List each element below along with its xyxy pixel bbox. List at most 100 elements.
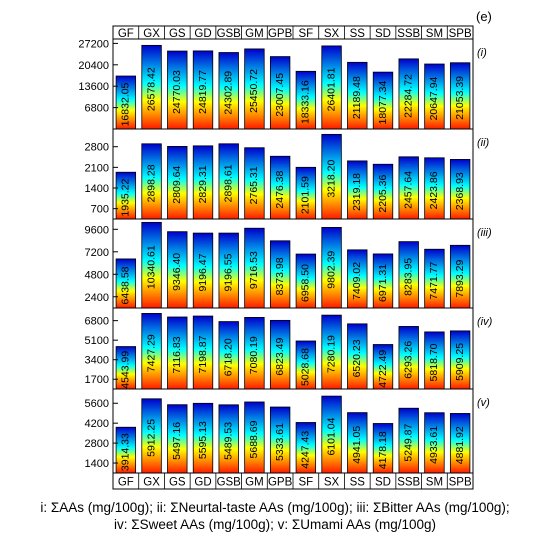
bar-value-label: 24819.77 (197, 70, 209, 114)
y-tick-label: 2400 (85, 292, 109, 304)
y-tick-label: 13600 (78, 81, 109, 93)
bar-value-label: 1935.22 (120, 178, 132, 216)
bar-value-label: 6293.26 (402, 341, 414, 379)
category-label: GS (169, 28, 186, 40)
bar-value-label: 6971.31 (377, 264, 389, 302)
bar-value-label: 2829.31 (197, 165, 209, 203)
panel-label: (ii) (477, 137, 490, 149)
figure-label: (e) (476, 9, 492, 24)
caption-line-1: i: ΣAAs (mg/100g); ii: ΣNeurtal-taste AA… (40, 500, 510, 515)
bar-value-label: 2765.31 (248, 166, 260, 204)
bar-value-label: 2423.86 (428, 171, 440, 209)
y-tick-label: 1700 (85, 374, 109, 386)
y-tick-label: 5100 (85, 335, 109, 347)
bar-value-label: 18333.16 (300, 80, 312, 124)
panel-label: (v) (477, 397, 490, 409)
bar-value-label: 3914.33 (120, 433, 132, 471)
category-label: GM (245, 28, 264, 40)
y-tick-label: 3400 (85, 355, 109, 367)
bar-value-label: 2898.61 (222, 164, 234, 202)
bar-value-label: 4881.92 (454, 426, 466, 464)
category-label: SSB (397, 28, 420, 40)
category-label: SM (426, 477, 443, 489)
bar-value-label: 5688.69 (248, 420, 260, 458)
bar-value-label: 6438.58 (120, 266, 132, 304)
y-tick-label: 5600 (85, 398, 109, 410)
bar-value-label: 7080.19 (248, 336, 260, 374)
panels-group: 16832.05 26578.42 24770.03 24819.77 24302.89… (78, 38, 493, 474)
bar-value-label: 9196.47 (197, 253, 209, 291)
category-label: SF (299, 477, 314, 489)
y-tick-label: 7200 (85, 247, 109, 259)
category-label: SPB (449, 28, 472, 40)
bar-value-label: 9716.53 (248, 251, 260, 289)
bar-value-label: 22284.72 (402, 74, 414, 118)
panel-label: (iv) (477, 316, 493, 328)
bar-value-label: 2368.93 (454, 172, 466, 210)
category-label: GPB (268, 28, 293, 40)
y-tick-label: 6800 (85, 316, 109, 328)
bar-value-label: 2809.64 (171, 166, 183, 204)
bar-value-label: 7471.77 (428, 261, 440, 299)
bar-value-label: 5912.25 (145, 419, 157, 457)
y-tick-label: 27200 (78, 38, 109, 50)
panel-2: 1935.22 2898.28 2809.64 2829.31 2898.61 2765.… (85, 128, 490, 220)
category-label: GPB (268, 477, 293, 489)
y-tick-label: 4800 (85, 269, 109, 281)
category-label: GS (169, 477, 186, 489)
bar-value-label: 4941.05 (351, 426, 363, 464)
panel-label: (iii) (477, 227, 492, 239)
bar-value-label: 7427.29 (145, 334, 157, 372)
panel-1: 16832.05 26578.42 24770.03 24819.77 24302.89… (78, 38, 487, 130)
category-label: SD (375, 477, 391, 489)
bottom-category-row: GF GX GS GD GSB GM GPB SF SX SS SD SSB SM SPB (112, 472, 474, 490)
bar-value-label: 5249.87 (402, 423, 414, 461)
bar-value-label: 8283.95 (402, 258, 414, 296)
panel-frame (112, 128, 474, 220)
category-label: GM (245, 477, 264, 489)
panel-5: 3914.33 5912.25 5497.16 5595.13 5489.53 5688.… (85, 388, 490, 474)
bar-value-label: 4722.49 (377, 350, 389, 388)
bar-value-label: 4543.99 (120, 351, 132, 389)
bar-value-label: 6101.04 (325, 417, 337, 455)
panel-3: 6438.58 10340.61 9346.40 9196.47 9196.55 9716… (85, 218, 492, 309)
bar-value-label: 16832.05 (120, 82, 132, 126)
top-category-row: GF GX GS GD GSB GM GPB SF SX SS SD SSB SM SPB (112, 25, 474, 40)
y-tick-label: 700 (91, 204, 109, 216)
bar-value-label: 25450.72 (248, 69, 260, 113)
bar-value-label: 4933.61 (428, 426, 440, 464)
bar-value-label: 8373.98 (274, 257, 286, 295)
bar-value-label: 2457.64 (402, 171, 414, 209)
bar-value-label: 24302.89 (222, 71, 234, 115)
bar-value-label: 26578.42 (145, 67, 157, 111)
y-tick-label: 4200 (85, 418, 109, 430)
bar-value-label: 7116.83 (171, 336, 183, 373)
category-label: SS (350, 28, 366, 40)
bar-value-label: 21053.39 (454, 76, 466, 120)
panel-label: (i) (477, 47, 487, 59)
category-label: SX (324, 28, 340, 40)
y-tick-label: 2800 (85, 142, 109, 154)
bar-value-label: 5497.16 (171, 422, 183, 460)
bar-value-label: 5818.70 (428, 343, 440, 381)
category-label: GF (118, 28, 134, 40)
y-tick-label: 6800 (85, 103, 109, 115)
bar-value-label: 9196.55 (222, 253, 234, 291)
category-label: SD (375, 28, 391, 40)
bar-value-label: 2476.38 (274, 170, 286, 208)
bar-value-label: 2205.36 (377, 174, 389, 212)
category-label: SM (426, 28, 443, 40)
y-tick-label: 2100 (85, 162, 109, 174)
bar-value-label: 9802.39 (325, 251, 337, 289)
category-label: SSB (397, 477, 420, 489)
panel-frame (112, 38, 474, 130)
bar-value-label: 2898.28 (145, 164, 157, 202)
category-label: SF (299, 28, 314, 40)
bar-value-label: 2319.18 (351, 173, 363, 211)
bar-value-label: 6520.23 (351, 339, 363, 377)
bar-value-label: 4178.18 (377, 431, 389, 469)
y-tick-label: 1400 (85, 183, 109, 195)
category-label: GX (143, 477, 160, 489)
bar-value-label: 10340.61 (145, 245, 157, 289)
